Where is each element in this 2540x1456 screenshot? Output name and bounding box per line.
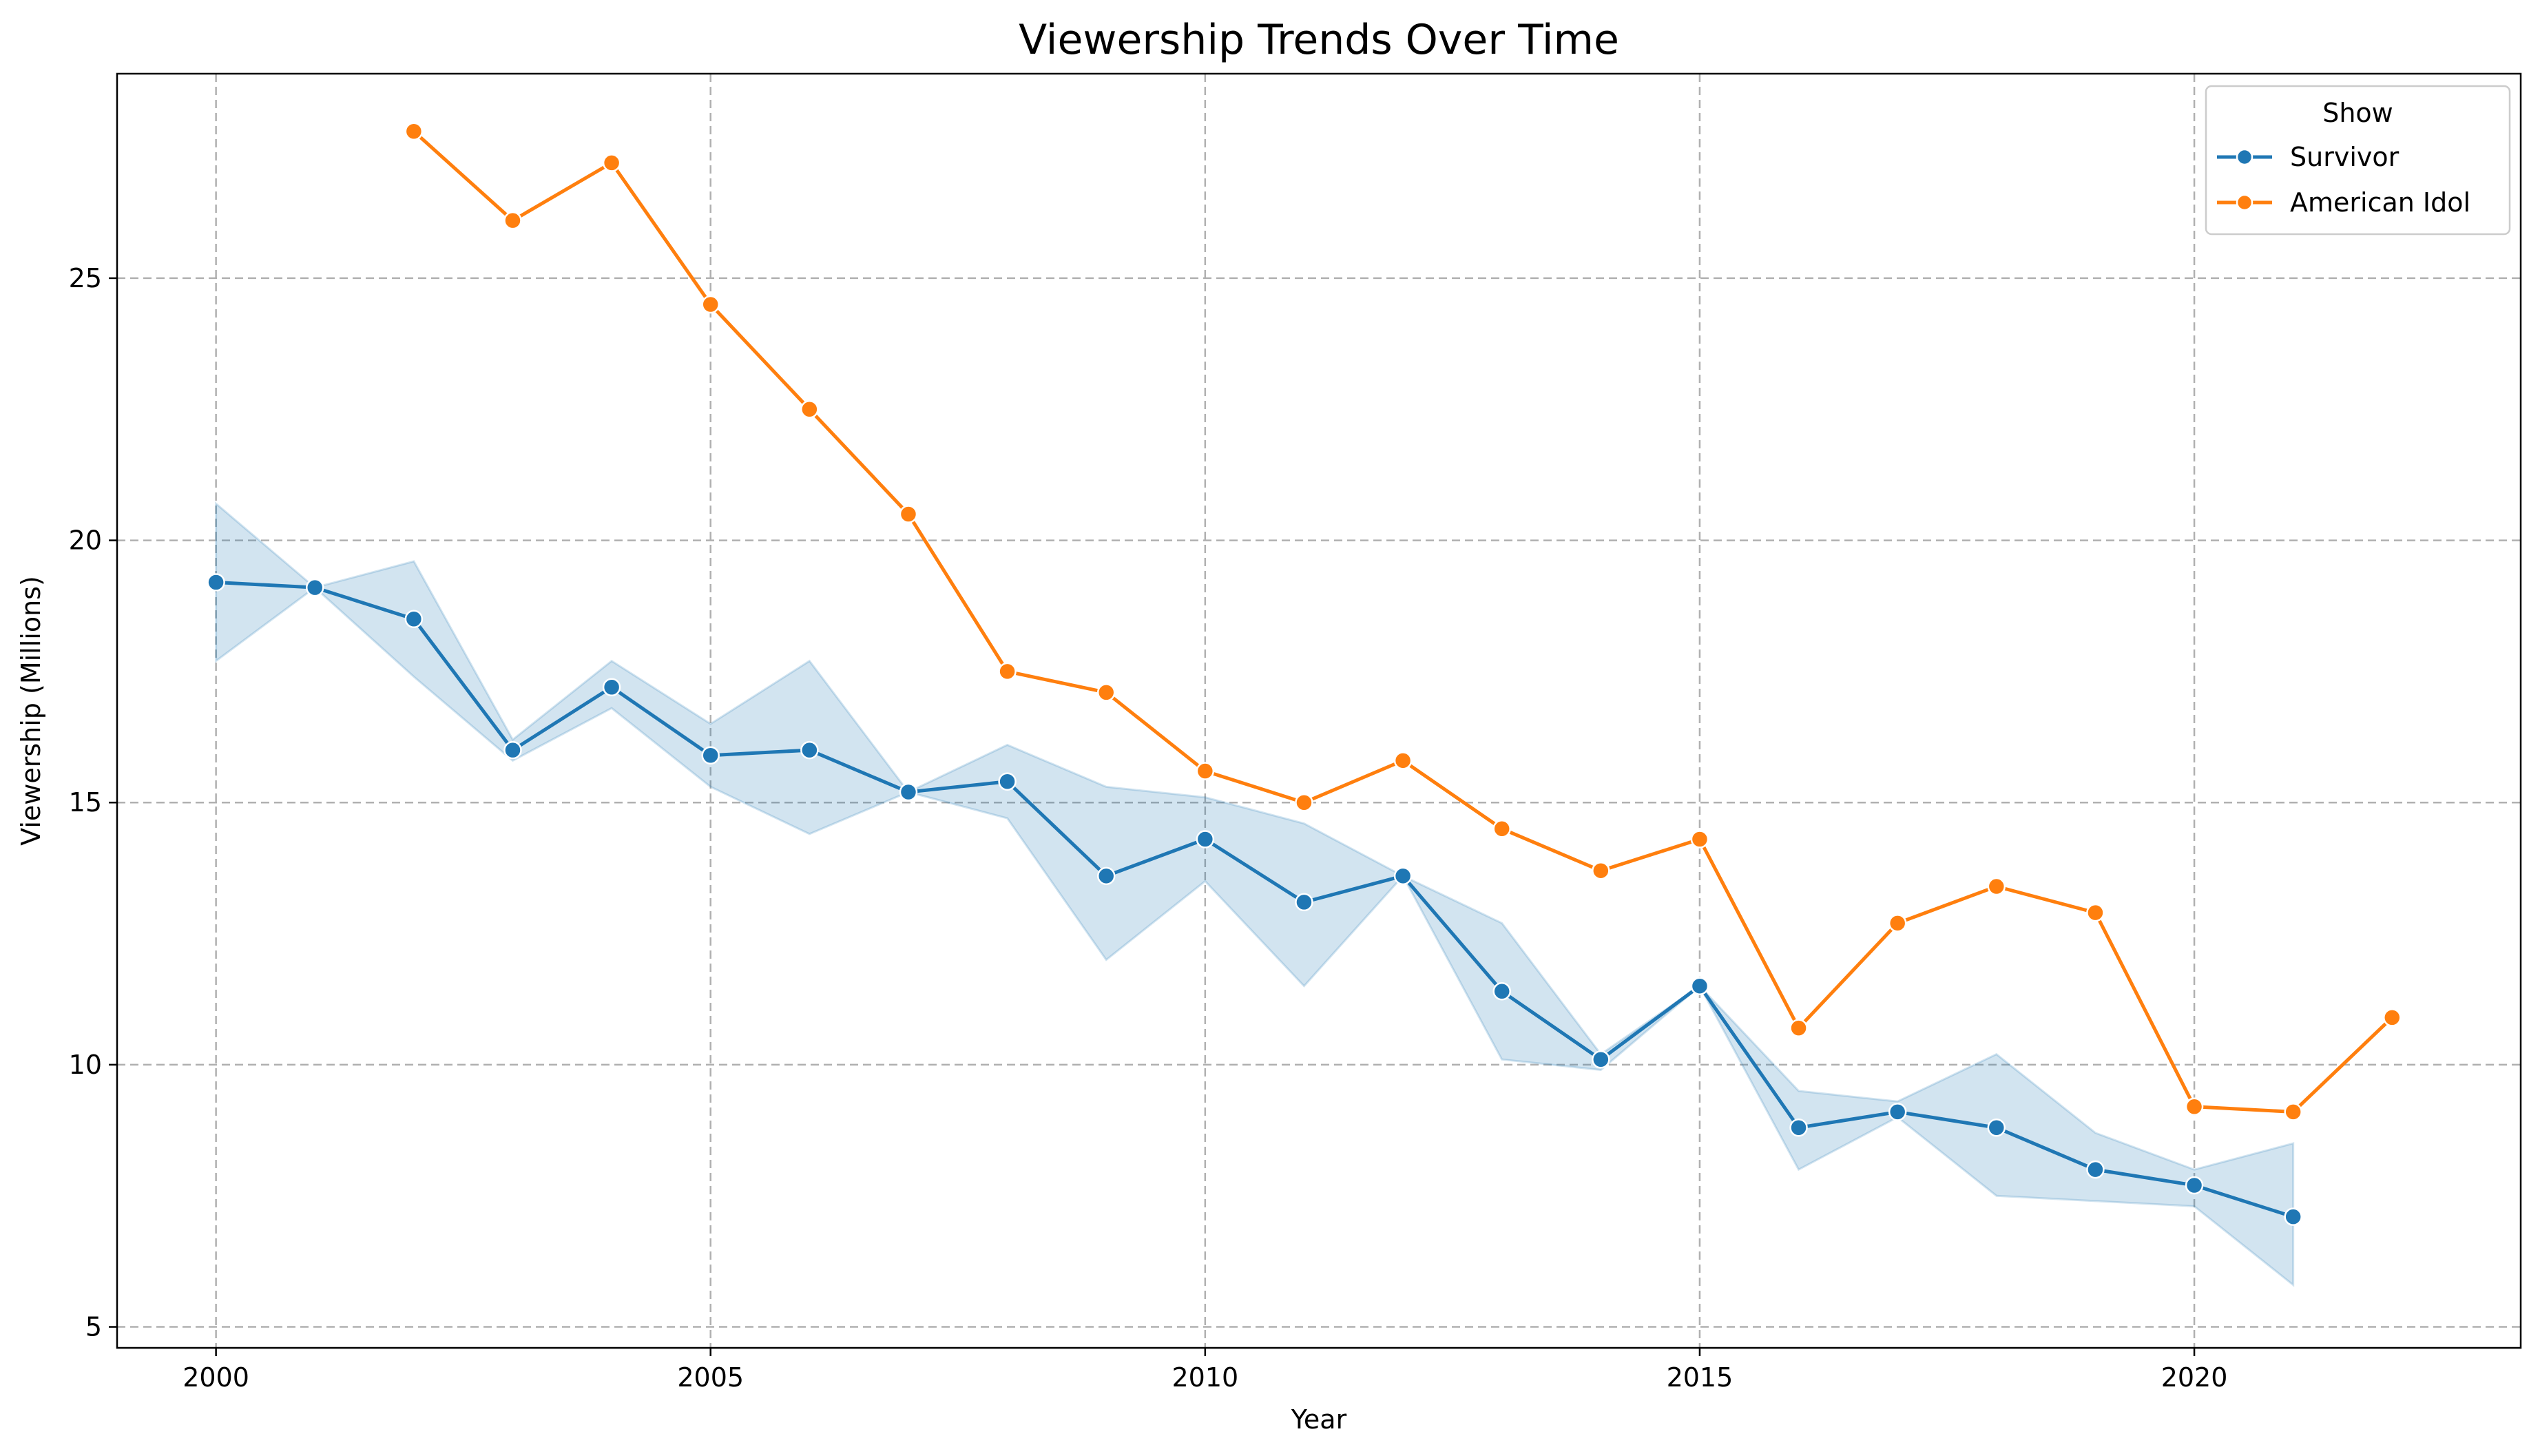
x-tick-label: 2010 [1172,1362,1238,1393]
series-markers [207,122,2402,1226]
y-tick-label: 25 [69,263,102,293]
data-point-series-0 [1295,893,1313,912]
x-axis-label: Year [1291,1404,1347,1435]
legend-entry-american-idol: American Idol [2217,187,2470,218]
data-point-series-0 [998,772,1017,791]
legend-entry-survivor: Survivor [2217,142,2400,172]
data-point-series-0 [1987,1118,2006,1137]
data-point-series-1 [1492,820,1511,838]
data-point-series-1 [1295,793,1313,812]
data-point-series-0 [305,578,324,597]
data-point-series-1 [2383,1008,2402,1027]
chart-title: Viewership Trends Over Time [1019,16,1619,64]
x-tick-label: 2015 [1667,1362,1734,1393]
data-point-series-0 [800,740,819,760]
x-tick-label: 2020 [2161,1362,2228,1393]
data-point-series-1 [998,662,1017,681]
x-tick-label: 2005 [677,1362,744,1393]
data-point-series-1 [1393,751,1413,770]
data-point-series-1 [2284,1103,2302,1121]
legend-marker-survivor [2236,148,2253,166]
data-point-series-1 [701,295,720,314]
data-point-series-1 [800,399,819,419]
axis-ticks: 2000 2005 2010 2015 2020 5 10 15 20 25 [69,263,2228,1393]
y-axis-label: Viewership (Millions) [16,576,46,846]
plot-frame [116,72,2522,1349]
data-point-series-0 [602,678,621,696]
data-point-series-0 [2284,1207,2302,1226]
data-point-series-1 [899,505,918,523]
y-tick-label: 15 [69,787,102,818]
data-point-series-0 [404,610,424,629]
data-point-series-1 [1888,914,1907,933]
legend-box [2205,85,2511,236]
data-point-series-1 [2185,1097,2204,1116]
data-point-series-0 [1096,866,1116,886]
data-point-series-1 [1789,1019,1808,1037]
y-tick-label: 20 [69,526,102,556]
legend-label-survivor: Survivor [2290,142,2400,172]
data-point-series-0 [1492,982,1511,1001]
data-point-series-1 [404,122,424,141]
data-point-series-1 [1987,877,2006,896]
data-point-series-0 [1196,830,1215,849]
data-point-series-0 [503,740,522,760]
legend-title: Show [2322,98,2393,128]
data-point-series-0 [701,746,720,765]
data-point-series-0 [1789,1118,1808,1137]
x-tick-label: 2000 [183,1362,249,1393]
data-point-series-1 [1592,861,1610,880]
data-point-series-0 [207,573,225,592]
data-point-series-1 [1690,830,1709,849]
legend-marker-american-idol [2236,194,2253,211]
data-point-series-0 [1888,1103,1907,1121]
data-point-series-0 [1690,977,1709,995]
series-line-0 [216,580,2294,1219]
legend: Show Survivor American Idol [2205,85,2511,236]
data-point-series-0 [1393,866,1413,886]
data-point-series-0 [2185,1176,2204,1195]
grid-lines [117,74,2521,1348]
data-point-series-1 [1196,762,1215,780]
data-point-series-1 [602,154,621,172]
data-point-series-0 [1592,1050,1610,1069]
y-tick-label: 10 [69,1050,102,1080]
data-point-series-1 [503,211,522,230]
y-tick-label: 5 [85,1312,102,1342]
data-point-series-0 [899,782,918,802]
data-point-series-1 [1096,683,1116,702]
data-point-series-1 [2086,903,2105,922]
legend-label-american-idol: American Idol [2290,187,2470,218]
data-point-series-0 [2086,1160,2105,1179]
